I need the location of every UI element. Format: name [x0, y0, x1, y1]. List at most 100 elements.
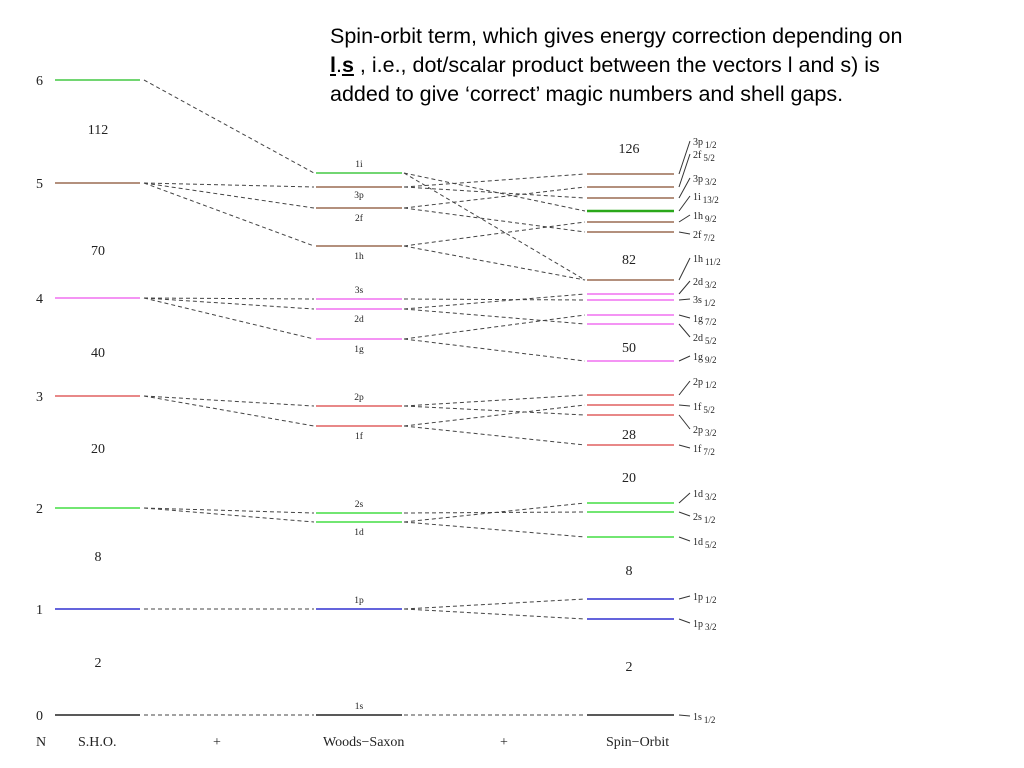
so-label-pointer	[678, 414, 691, 430]
connector-ws-so	[403, 405, 586, 416]
connector-sho-ws	[143, 79, 315, 174]
so-level-label: 2p 1/2	[693, 377, 717, 390]
ws-level-label: 2d	[354, 315, 364, 325]
so-label-pointer	[678, 257, 691, 281]
connector-ws-so	[403, 245, 586, 281]
so-level-label: 1i 13/2	[693, 192, 719, 205]
connector-sho-ws	[143, 182, 315, 209]
ws-level-label: 1f	[355, 431, 364, 442]
connector-ws-so	[403, 511, 586, 514]
so-magic-number: 126	[619, 142, 640, 157]
sho-n-label: 4	[36, 292, 43, 307]
so-label-pointer	[678, 323, 691, 338]
so-label-pointer	[678, 404, 691, 407]
so-level-label: 2f 7/2	[693, 230, 715, 243]
sho-magic-number: 20	[91, 442, 105, 457]
footer-woods-saxon-label: Woods−Saxon	[323, 735, 404, 750]
sho-n-label: 3	[36, 390, 43, 405]
connector-sho-ws	[143, 182, 315, 188]
caption-text: Spin-orbit term, which gives energy corr…	[330, 22, 1020, 109]
connector-sho-ws	[143, 297, 315, 340]
sho-n-label: 0	[36, 709, 43, 724]
connector-ws-so	[403, 425, 586, 446]
caption-line-3: added to give ‘correct’ magic numbers an…	[330, 82, 844, 106]
so-level-label: 1d 3/2	[693, 489, 717, 502]
so-level-label: 2d 3/2	[693, 277, 717, 290]
ws-level-label: 1h	[354, 252, 364, 262]
connector-ws-so	[403, 308, 586, 325]
so-magic-number: 82	[622, 253, 636, 268]
connector-sho-ws	[143, 507, 315, 514]
so-level-label: 1s 1/2	[693, 712, 715, 725]
connector-ws-so	[403, 394, 586, 407]
connector-ws-so	[403, 338, 586, 362]
sho-magic-number: 8	[95, 550, 102, 565]
connector-ws-so	[403, 221, 586, 247]
so-label-pointer	[678, 444, 691, 449]
footer-n-label: N	[36, 735, 46, 750]
so-magic-number: 8	[626, 564, 633, 579]
so-level-label: 3s 1/2	[693, 295, 715, 308]
footer-sho-label: S.H.O.	[78, 735, 117, 750]
caption-s-vector: s	[341, 53, 354, 77]
sho-magic-number: 40	[91, 346, 105, 361]
caption-line-2: , i.e., dot/scalar product between the v…	[353, 53, 880, 77]
so-magic-number: 50	[622, 341, 636, 356]
connector-sho-ws	[143, 395, 315, 407]
connector-ws-so	[403, 314, 586, 340]
connector-ws-so	[403, 293, 586, 310]
sho-magic-number: 112	[88, 123, 108, 138]
so-level-label: 2p 3/2	[693, 425, 717, 438]
so-label-pointer	[678, 618, 691, 624]
connector-ws-so	[403, 186, 586, 199]
so-level-label: 1h 11/2	[693, 254, 721, 267]
so-level-label: 2f 5/2	[693, 150, 715, 163]
footer-plus-1: +	[213, 735, 221, 750]
so-label-pointer	[678, 355, 691, 362]
sho-magic-number: 2	[95, 656, 102, 671]
ws-level-label: 2s	[355, 500, 364, 510]
ws-level-label: 2f	[355, 213, 364, 224]
so-label-pointer	[678, 214, 691, 223]
footer-spin-orbit-label: Spin−Orbit	[606, 735, 669, 750]
connector-ws-so	[403, 404, 586, 427]
so-level-label: 3p 1/2	[693, 137, 717, 150]
so-label-pointer	[678, 380, 691, 396]
energy-levels	[55, 79, 691, 717]
so-level-label: 1p 1/2	[693, 592, 717, 605]
so-level-label: 1p 3/2	[693, 619, 717, 632]
connector-sho-ws	[143, 297, 315, 300]
so-level-label: 2d 5/2	[693, 333, 717, 346]
so-label-pointer	[678, 714, 691, 717]
so-label-pointer	[678, 177, 691, 199]
so-level-label: 1f 5/2	[693, 402, 715, 415]
so-magic-number: 20	[622, 471, 636, 486]
so-magic-number: 28	[622, 428, 636, 443]
caption-line-1: Spin-orbit term, which gives energy corr…	[330, 24, 903, 48]
connector-lines	[143, 79, 586, 716]
so-label-pointer	[678, 298, 691, 301]
ws-level-label: 3s	[355, 286, 364, 296]
sho-n-label: 2	[36, 502, 43, 517]
connector-ws-so	[403, 608, 586, 620]
connector-ws-so	[403, 172, 586, 212]
connector-ws-so	[403, 186, 586, 209]
so-level-label: 1d 5/2	[693, 537, 717, 550]
connector-sho-ws	[143, 507, 315, 523]
so-label-pointer	[678, 140, 691, 175]
so-label-pointer	[678, 314, 691, 319]
so-level-label: 3p 3/2	[693, 174, 717, 187]
ws-level-label: 1s	[355, 702, 364, 712]
connector-sho-ws	[143, 297, 315, 310]
so-label-pointer	[678, 492, 691, 504]
so-label-pointer	[678, 511, 691, 517]
so-label-pointer	[678, 153, 691, 188]
connector-ws-so	[403, 207, 586, 233]
so-level-label: 1g 7/2	[693, 314, 717, 327]
so-level-label: 1g 9/2	[693, 352, 717, 365]
sho-n-label: 5	[36, 177, 43, 192]
so-level-label: 1f 7/2	[693, 444, 715, 457]
connector-ws-so	[403, 521, 586, 538]
so-level-label: 1h 9/2	[693, 211, 717, 224]
